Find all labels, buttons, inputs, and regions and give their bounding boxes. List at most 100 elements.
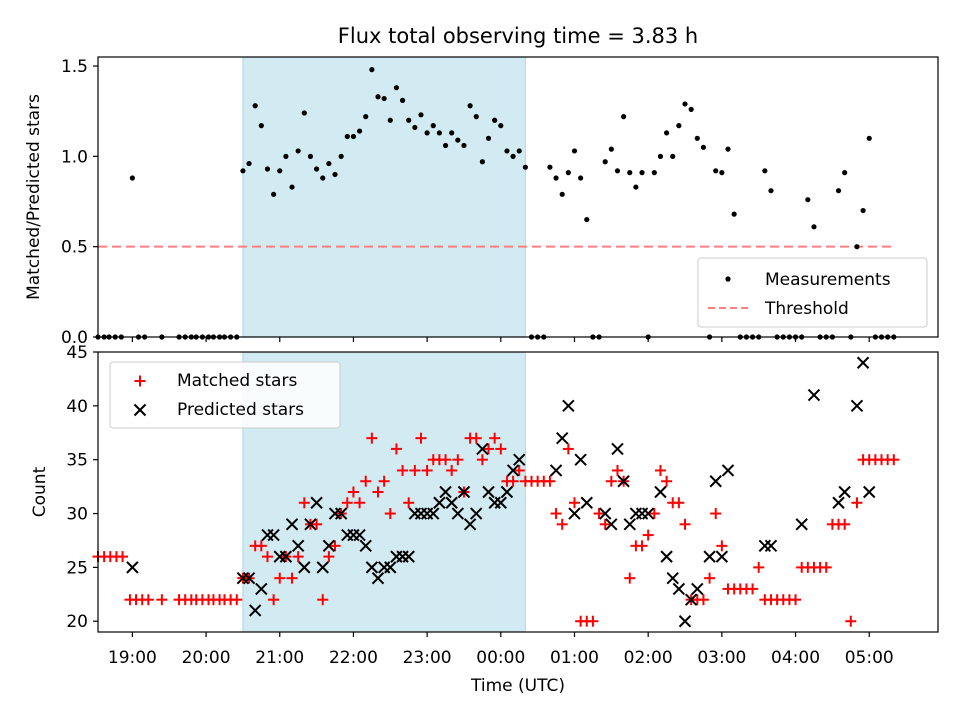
- matched-star-point: [753, 561, 765, 573]
- top-legend-box: [697, 257, 928, 328]
- predicted-star-point: [580, 496, 593, 509]
- matched-star-point: [403, 497, 415, 509]
- predicted-star-point: [513, 453, 526, 466]
- measurement-point: [418, 112, 424, 118]
- x-tick-label: 02:00: [624, 648, 673, 668]
- predicted-star-point: [500, 485, 514, 499]
- x-tick-label: 19:00: [108, 648, 157, 668]
- matched-star-point: [421, 464, 433, 476]
- matched-star-point: [415, 432, 427, 444]
- matched-star-point: [231, 594, 243, 606]
- measurement-point: [694, 135, 700, 141]
- predicted-star-point: [402, 550, 415, 563]
- matched-star-point: [323, 551, 335, 563]
- measurement-point: [614, 168, 621, 174]
- measurement-point: [485, 135, 492, 141]
- predicted-star-point: [856, 356, 870, 369]
- predicted-star-point: [562, 399, 575, 413]
- measurement-point: [301, 110, 307, 116]
- y-tick-label: 45: [66, 343, 88, 363]
- measurement-point: [461, 142, 467, 149]
- measurement-point: [768, 188, 774, 194]
- predicted-star-point: [709, 475, 722, 488]
- predicted-star-point: [703, 550, 716, 563]
- measurement-point: [283, 153, 289, 159]
- measurement-point: [381, 95, 387, 102]
- measurement-point: [657, 153, 664, 159]
- measurement-point: [492, 117, 498, 123]
- predicted-star-point: [457, 485, 471, 499]
- observing-window-shade-top: [242, 56, 526, 338]
- predicted-star-point: [451, 507, 465, 520]
- predicted-star-point: [470, 507, 483, 520]
- measurement-point: [240, 168, 246, 174]
- measurement-point: [356, 128, 363, 134]
- top-y-ticks: 0.0 0.5 1.0 1.5: [61, 57, 98, 348]
- predicted-star-point: [242, 571, 256, 585]
- matched-star-point: [661, 475, 673, 487]
- matched-star-point: [142, 594, 154, 606]
- matched-star-point: [568, 497, 580, 509]
- matched-star-point: [311, 518, 323, 530]
- predicted-star-point: [568, 507, 581, 520]
- predicted-star-point: [715, 550, 729, 563]
- matched-star-point: [654, 464, 666, 476]
- measurement-point: [307, 153, 314, 159]
- matched-star-point: [888, 454, 900, 466]
- matched-star-point: [117, 551, 129, 563]
- matched-star-point: [268, 594, 280, 606]
- predicted-star-point: [691, 582, 704, 596]
- predicted-star-point: [549, 464, 563, 477]
- matched-star-point: [556, 518, 568, 530]
- measurement-point: [393, 85, 400, 91]
- legend-measurements-marker: [725, 276, 731, 282]
- matched-star-point: [716, 540, 728, 552]
- legend-threshold-label: Threshold: [764, 299, 849, 319]
- legend-matched-label: Matched stars: [177, 371, 297, 391]
- predicted-star-point: [506, 464, 520, 477]
- matched-star-point: [845, 615, 857, 627]
- predicted-star-point: [758, 539, 772, 553]
- matched-star-point: [384, 508, 396, 520]
- measurement-point: [473, 114, 479, 120]
- measurement-point: [547, 164, 553, 170]
- predicted-star-point: [248, 604, 262, 617]
- matched-star-point: [513, 464, 525, 476]
- measurement-point: [412, 124, 418, 131]
- measurement-point: [313, 166, 320, 172]
- measurement-point: [663, 130, 670, 136]
- predicted-star-point: [285, 518, 299, 531]
- x-axis-label: Time (UTC): [470, 676, 565, 696]
- matched-star-point: [544, 475, 556, 487]
- measurement-point: [277, 168, 283, 174]
- predicted-star-point: [255, 582, 268, 596]
- matched-star-point: [642, 529, 654, 541]
- measurement-point: [516, 148, 522, 154]
- measurement-point: [504, 148, 510, 154]
- legend-measurements-label: Measurements: [765, 270, 891, 290]
- measurement-point: [719, 170, 725, 176]
- matched-star-point: [476, 454, 488, 466]
- matched-star-point: [507, 475, 519, 487]
- measurement-point: [553, 175, 559, 181]
- measurement-point: [406, 117, 412, 123]
- measurement-point: [571, 148, 578, 154]
- predicted-star-point: [684, 593, 698, 606]
- matched-star-point: [156, 594, 168, 606]
- measurement-point: [854, 244, 860, 250]
- predicted-star-point: [267, 528, 280, 542]
- predicted-star-point: [850, 399, 864, 413]
- matched-star-point: [341, 497, 353, 509]
- predicted-star-point: [764, 539, 778, 553]
- matched-star-point: [409, 464, 421, 476]
- matched-star-point: [489, 432, 501, 444]
- measurement-point: [608, 146, 614, 152]
- x-tick-label: 21:00: [255, 648, 304, 668]
- predicted-star-point: [660, 550, 673, 563]
- predicted-star-point: [279, 550, 293, 563]
- measurement-point: [842, 170, 848, 176]
- measurement-point: [363, 114, 369, 120]
- matched-star-point: [636, 540, 648, 552]
- legend-predicted-marker: [133, 403, 147, 417]
